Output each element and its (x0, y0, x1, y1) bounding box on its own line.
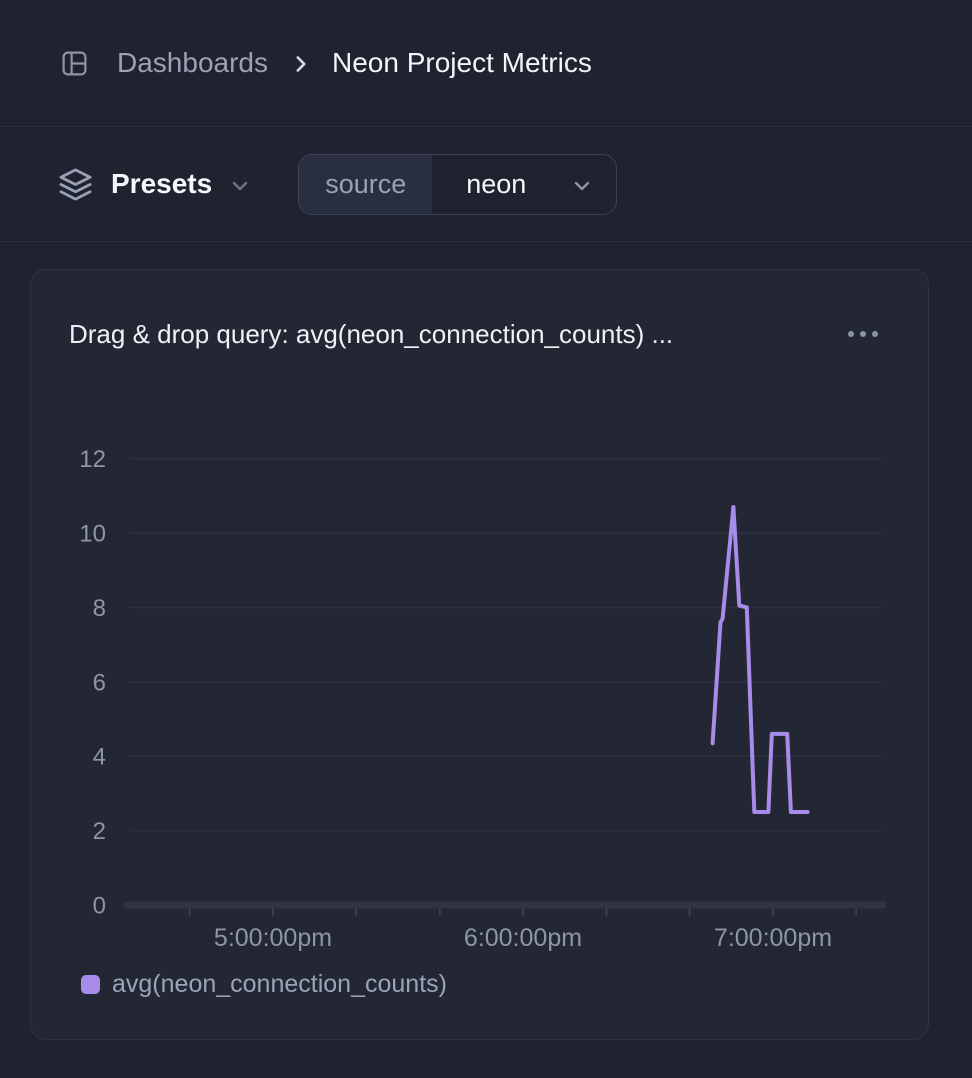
x-tick-mark (605, 908, 608, 916)
y-tick-label: 0 (93, 893, 106, 920)
x-tick-mark (688, 908, 691, 916)
card-header: Drag & drop query: avg(neon_connection_c… (69, 314, 882, 354)
header-bar: Dashboards Neon Project Metrics (0, 0, 972, 127)
chart-card: Drag & drop query: avg(neon_connection_c… (30, 269, 929, 1040)
dashboards-icon[interactable] (60, 49, 89, 78)
presets-dropdown-button[interactable]: Presets (58, 167, 252, 202)
chart-title: Drag & drop query: avg(neon_connection_c… (69, 318, 674, 349)
x-tick-mark (272, 908, 274, 916)
metrics-chart: 0 2 4 6 8 10 12 5:00:00pm 6:00:00pm 7:00:00pm (79, 446, 886, 952)
layers-icon (58, 167, 93, 202)
x-tick-label: 5:00:00pm (214, 924, 332, 952)
presets-label: Presets (111, 168, 213, 199)
chevron-down-icon (570, 174, 594, 198)
x-tick-label: 7:00:00pm (714, 924, 832, 952)
x-tick-mark (355, 908, 358, 916)
legend-swatch (81, 975, 100, 994)
x-tick-mark (772, 908, 774, 916)
filter-value-dropdown[interactable]: neon (432, 155, 616, 214)
y-tick-label: 8 (93, 595, 106, 622)
filter-value-label: neon (466, 168, 527, 199)
y-tick-label: 12 (79, 446, 106, 473)
chevron-down-icon (228, 174, 252, 198)
chart-legend-item[interactable]: avg(neon_connection_counts) (81, 970, 447, 999)
more-options-button[interactable] (844, 323, 882, 345)
filters-toolbar: Presets source neon (0, 127, 972, 242)
y-tick-label: 10 (79, 521, 106, 548)
y-tick-label: 4 (93, 744, 106, 771)
y-tick-label: 2 (93, 818, 106, 845)
chevron-right-icon (288, 51, 314, 77)
x-tick-mark (522, 908, 524, 916)
source-filter-pill[interactable]: source neon (298, 153, 618, 215)
x-tick-mark (188, 908, 191, 916)
x-axis-line (124, 901, 886, 909)
ellipsis-icon (848, 331, 854, 337)
legend-label: avg(neon_connection_counts) (112, 970, 447, 998)
breadcrumb-current-page: Neon Project Metrics (331, 47, 592, 78)
x-tick-mark (855, 908, 858, 916)
filter-key-label: source (299, 154, 433, 214)
x-tick-mark (438, 908, 441, 916)
breadcrumb-dashboards-link[interactable]: Dashboards (117, 47, 268, 78)
x-tick-label: 6:00:00pm (464, 924, 582, 952)
y-tick-label: 6 (93, 669, 106, 696)
series-line (710, 505, 810, 814)
